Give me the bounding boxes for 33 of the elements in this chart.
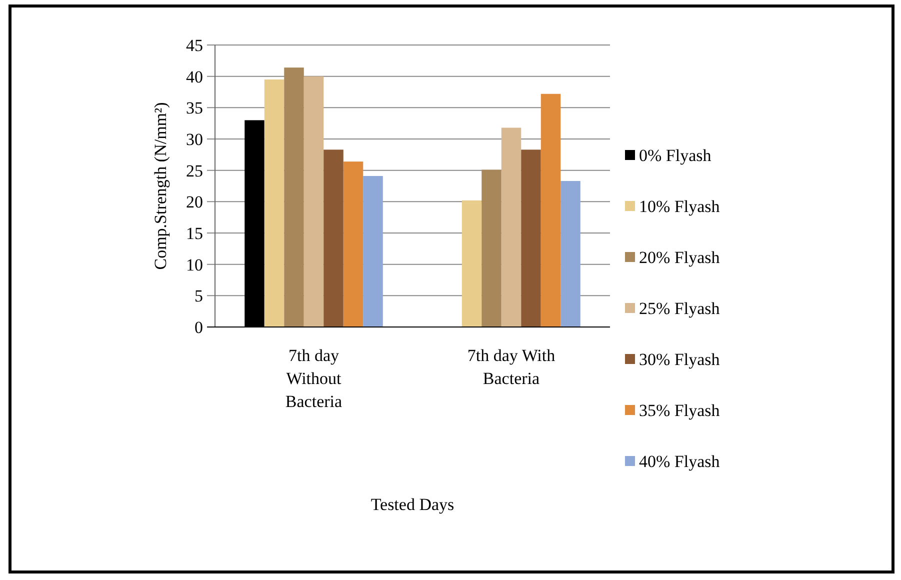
bar (343, 162, 364, 327)
bar (521, 150, 541, 327)
bar (560, 180, 580, 327)
legend-label: 35% Flyash (639, 400, 720, 420)
y-tick-label: 45 (186, 36, 203, 55)
y-axis-title: Comp.Strength (N/mm²) (151, 102, 170, 270)
y-tick-label: 0 (194, 318, 203, 337)
y-tick-label: 15 (186, 224, 203, 243)
legend-label: 20% Flyash (639, 248, 720, 267)
y-tick-label: 40 (186, 67, 203, 86)
x-tick-label: 7th day With Bacteria (467, 346, 556, 388)
y-tick-label: 35 (186, 98, 203, 118)
y-tick-label: 5 (194, 286, 203, 306)
legend-label: 30% Flyash (639, 350, 720, 369)
y-tick-label: 30 (186, 130, 203, 149)
y-tick-label: 25 (186, 161, 203, 180)
bar (264, 79, 284, 327)
bar (540, 94, 561, 327)
bar (462, 200, 482, 327)
bar (304, 76, 324, 327)
bar (324, 150, 344, 327)
y-tick-label: 20 (186, 192, 203, 212)
legend-label: 0% Flyash (639, 146, 712, 165)
bar (482, 170, 502, 327)
y-tick-label: 10 (186, 255, 203, 274)
legend-label: 25% Flyash (639, 298, 720, 318)
bar (501, 128, 522, 327)
x-tick-label: 7th day Without Bacteria (285, 346, 343, 411)
bar (363, 176, 383, 327)
bar (284, 68, 304, 327)
legend-label: 10% Flyash (639, 196, 720, 216)
legend-label: 40% Flyash (639, 452, 720, 471)
x-axis-title: Tested Days (370, 495, 454, 514)
